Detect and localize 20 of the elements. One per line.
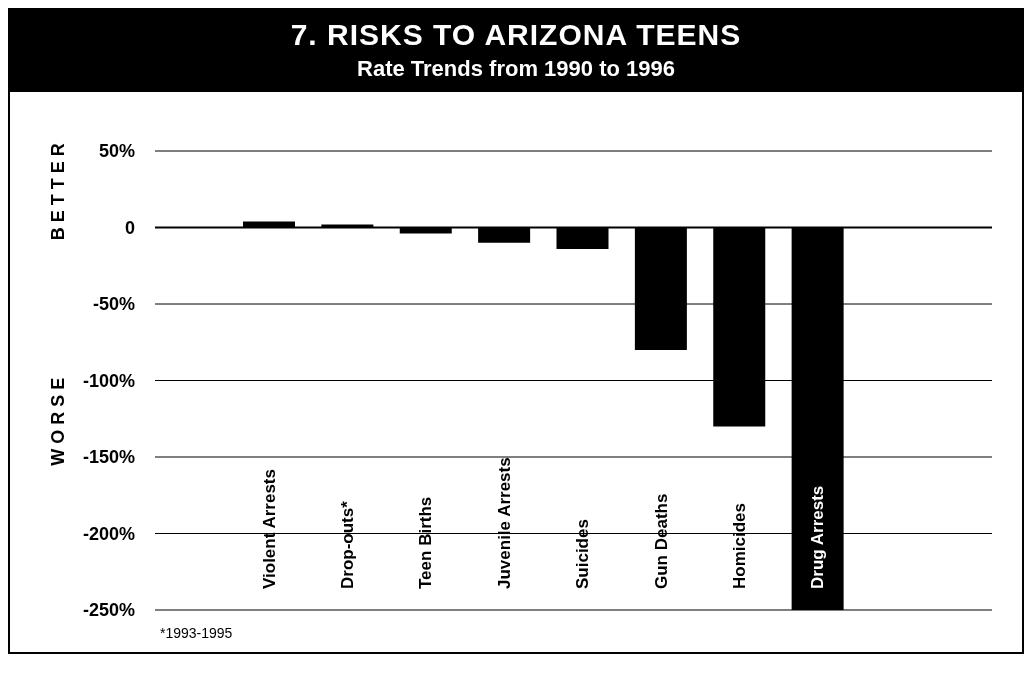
y-tick-label: -200% [82, 523, 135, 544]
y-tick-label: -150% [82, 447, 135, 468]
x-tick-label: Drug Arrests [808, 485, 828, 589]
x-tick-label: Homicides [729, 503, 749, 589]
y-tick-label: -250% [82, 600, 135, 621]
y-tick-label: 50% [98, 141, 135, 162]
x-tick-label: Juvenile Arrests [494, 457, 514, 589]
text: BETTER [48, 138, 68, 241]
y-tick-label: -50% [92, 294, 135, 315]
x-tick-label: Drop-outs* [338, 500, 358, 589]
y-tick-label: 0 [124, 217, 135, 238]
chart-title: 7. RISKS TO ARIZONA TEENS [289, 18, 743, 52]
x-tick-label: Violent Arrests [259, 469, 279, 589]
chart-subtitle: Rate Trends from 1990 to 1996 [356, 56, 676, 82]
y-tick-label: -100% [82, 370, 135, 391]
text: *1993-1995 [160, 625, 233, 641]
text: WORSE [48, 372, 68, 466]
x-tick-label: Gun Deaths [651, 493, 671, 589]
x-tick-label: Teen Births [416, 496, 436, 589]
x-tick-label: Suicides [573, 519, 593, 589]
